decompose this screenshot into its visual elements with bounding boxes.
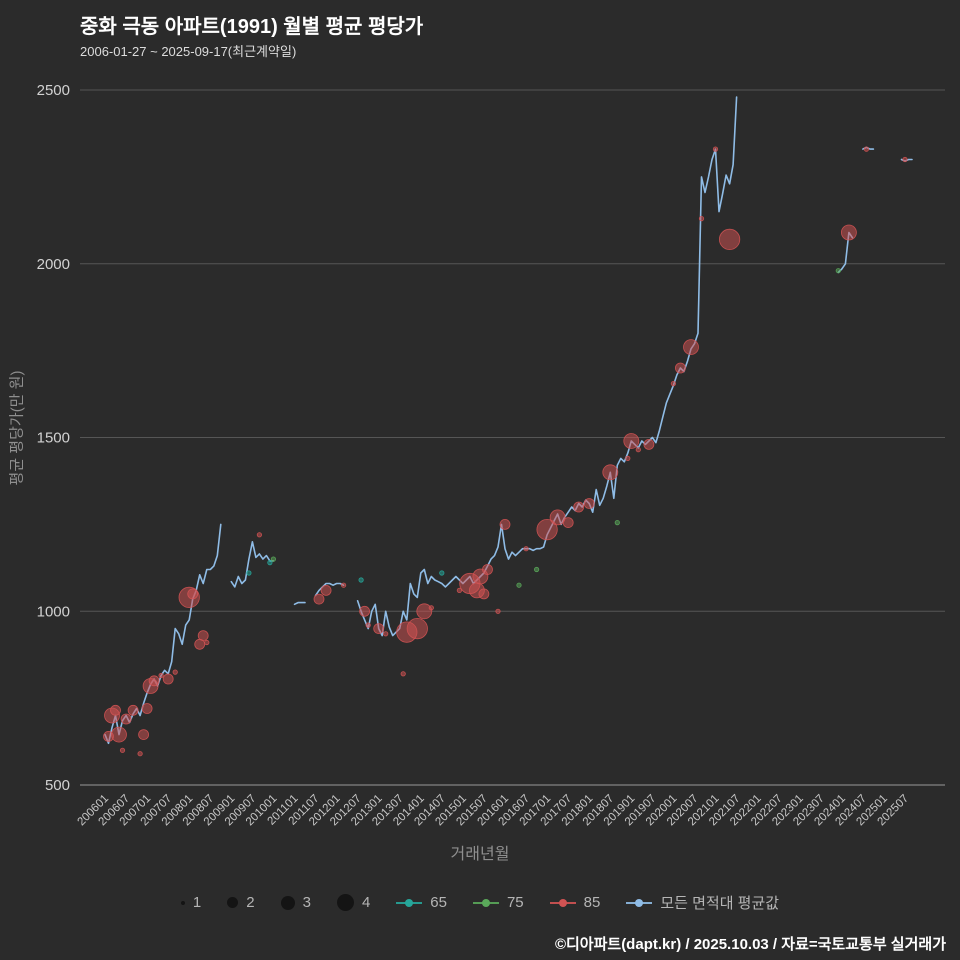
legend-size-3-label: 3 [302, 894, 311, 911]
size-1-dot-icon [180, 900, 185, 905]
legend-series-average-label: 모든 면적대 평균값 [660, 895, 780, 912]
size-2-dot-icon [227, 897, 239, 908]
series-65-swatch-icon [396, 898, 423, 908]
size-3-dot-icon [280, 895, 295, 910]
series-85-swatch-icon [549, 898, 576, 908]
legend-size-2[interactable]: 2 [227, 894, 255, 911]
legend-series-75-label: 75 [506, 894, 524, 911]
legend-size-1[interactable]: 1 [180, 894, 202, 911]
legend-series-85[interactable]: 85 [549, 894, 601, 911]
svg-text:2500: 2500 [37, 82, 70, 99]
svg-text:1500: 1500 [37, 430, 70, 447]
legend-size-2-label: 2 [246, 894, 255, 911]
legend-series-65[interactable]: 65 [396, 894, 447, 911]
legend-size-4-label: 4 [361, 894, 371, 911]
page-subtitle: 2006-01-27 ~ 2025-09-17(최근계약일) [80, 44, 297, 59]
legend-series-65-label: 65 [430, 894, 447, 911]
page-title: 중화 극동 아파트(1991) 월별 평균 평당가 [80, 16, 424, 38]
legend: 1 2 3 4 65 75 [0, 892, 960, 913]
svg-text:1000: 1000 [37, 603, 70, 620]
legend-size-1-label: 1 [192, 894, 202, 911]
svg-text:500: 500 [45, 777, 70, 794]
legend-series-average-line[interactable]: 모든 면적대 평균값 [626, 892, 779, 913]
legend-series-75[interactable]: 75 [472, 894, 524, 911]
legend-size-4[interactable]: 4 [336, 894, 371, 911]
svg-text:2000: 2000 [37, 256, 70, 273]
size-4-dot-icon [336, 894, 354, 911]
legend-series-85-label: 85 [583, 894, 601, 911]
legend-size-3[interactable]: 3 [280, 894, 311, 911]
y-axis-title: 평균 평당가(만 원) [8, 370, 26, 486]
average-line-swatch-icon [626, 898, 653, 908]
x-axis-title: 거래년월 [450, 846, 510, 863]
credit-text: ©디아파트(dapt.kr) / 2025.10.03 / 자료=국토교통부 실… [554, 936, 946, 953]
series-75-swatch-icon [472, 898, 499, 908]
